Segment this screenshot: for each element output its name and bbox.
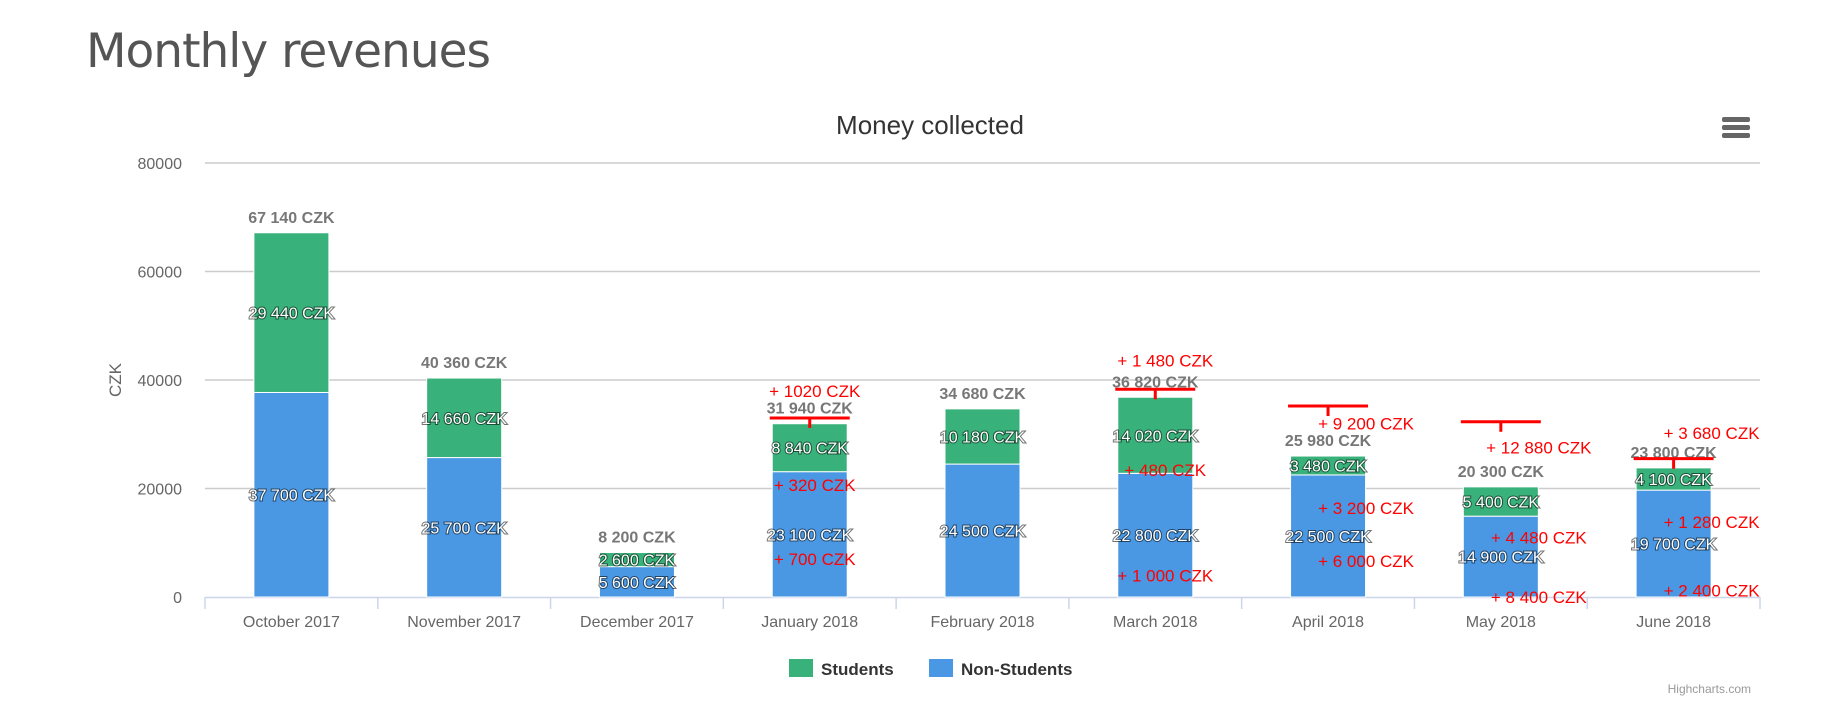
- legend: Students Non-Students: [789, 659, 1072, 679]
- data-label-non-students: 19 700 CZK: [1631, 537, 1717, 554]
- x-tick-label: April 2018: [1292, 614, 1364, 631]
- total-label: 34 680 CZK: [939, 386, 1026, 403]
- y-axis: 0 20000 40000 60000 80000: [138, 156, 183, 607]
- data-label-students: 10 180 CZK: [940, 429, 1026, 446]
- menu-line-icon: [1722, 125, 1750, 130]
- menu-line-icon: [1722, 117, 1750, 122]
- data-label-students: 14 660 CZK: [421, 411, 507, 428]
- annotation-label: + 1 000 CZK: [1117, 566, 1214, 585]
- bar-students[interactable]: [771, 423, 848, 473]
- legend-swatch: [929, 659, 953, 677]
- data-label-non-students: 23 100 CZK: [767, 527, 853, 544]
- annotation-label: + 3 680 CZK: [1664, 424, 1761, 443]
- total-label: 8 200 CZK: [598, 530, 676, 547]
- x-tick-label: January 2018: [761, 614, 858, 631]
- annotation-label: + 700 CZK: [774, 550, 856, 569]
- total-label: 67 140 CZK: [248, 210, 335, 227]
- data-label-students: 4 100 CZK: [1635, 472, 1712, 489]
- total-label: 31 940 CZK: [767, 401, 854, 418]
- bar-non-students[interactable]: [598, 566, 675, 598]
- total-label: 40 360 CZK: [421, 355, 508, 372]
- bar-students[interactable]: [944, 408, 1021, 465]
- y-tick-label: 80000: [138, 156, 183, 173]
- credits-link[interactable]: Highcharts.com: [1667, 682, 1751, 696]
- annotation-label: + 3 200 CZK: [1318, 499, 1415, 518]
- data-label-students: 3 480 CZK: [1290, 458, 1367, 475]
- y-tick-label: 20000: [138, 482, 183, 499]
- bars: [253, 232, 1712, 598]
- x-tick-label: May 2018: [1466, 614, 1536, 631]
- data-label-students: 29 440 CZK: [249, 306, 335, 323]
- y-axis-title: CZK: [106, 362, 125, 397]
- menu-line-icon: [1722, 133, 1750, 138]
- target-markers: [769, 387, 1714, 469]
- annotation-label: + 6 000 CZK: [1318, 552, 1415, 571]
- annotation-label: + 9 200 CZK: [1318, 414, 1415, 433]
- total-label: 36 820 CZK: [1112, 374, 1199, 391]
- x-tick-label: March 2018: [1113, 614, 1198, 631]
- chart-menu-button[interactable]: [1722, 117, 1750, 143]
- bar-students[interactable]: [1290, 455, 1367, 476]
- data-labels: 37 700 CZK 29 440 CZK 67 140 CZK 25 700 CZK…: [248, 210, 1718, 593]
- y-tick-label: 40000: [138, 373, 183, 390]
- page-title: Monthly revenues: [86, 24, 491, 79]
- bar-students[interactable]: [598, 552, 675, 568]
- annotation-label: + 1 280 CZK: [1664, 513, 1761, 532]
- annotation-label: + 320 CZK: [774, 476, 856, 495]
- data-label-non-students: 22 800 CZK: [1113, 528, 1199, 545]
- annotation-label: + 12 880 CZK: [1486, 438, 1592, 457]
- bar-students[interactable]: [253, 232, 330, 393]
- x-tick-label: June 2018: [1636, 614, 1711, 631]
- annotation-label: + 4 480 CZK: [1491, 528, 1588, 547]
- x-axis: October 2017 November 2017 December 2017 Ja…: [204, 596, 1761, 631]
- legend-swatch: [789, 659, 813, 677]
- chart-title: Money collected: [836, 110, 1024, 140]
- data-label-non-students: 5 600 CZK: [599, 575, 676, 592]
- bar-non-students[interactable]: [253, 391, 330, 598]
- bar-non-students[interactable]: [1635, 489, 1712, 598]
- x-tick-label: February 2018: [930, 614, 1034, 631]
- annotation-label: + 2 400 CZK: [1664, 581, 1761, 600]
- x-tick-label: October 2017: [243, 614, 340, 631]
- data-label-students: 5 400 CZK: [1463, 495, 1540, 512]
- legend-item-label[interactable]: Students: [821, 660, 894, 679]
- data-label-students: 14 020 CZK: [1113, 428, 1199, 445]
- x-tick-label: November 2017: [407, 614, 521, 631]
- data-label-students: 8 840 CZK: [771, 441, 848, 458]
- y-tick-label: 60000: [138, 265, 183, 282]
- annotation-label: + 480 CZK: [1124, 461, 1206, 480]
- bar-students[interactable]: [426, 377, 503, 459]
- annotations: + 1020 CZK + 320 CZK + 700 CZK + 1 480 CZK +…: [769, 351, 1760, 607]
- x-tick-label: December 2017: [580, 614, 694, 631]
- bar-non-students[interactable]: [771, 471, 848, 598]
- legend-item-label[interactable]: Non-Students: [961, 660, 1072, 679]
- bar-non-students[interactable]: [426, 457, 503, 598]
- data-label-non-students: 14 900 CZK: [1458, 550, 1544, 567]
- data-label-students: 2 600 CZK: [599, 553, 676, 570]
- annotation-label: + 1 480 CZK: [1117, 351, 1214, 370]
- data-label-non-students: 24 500 CZK: [940, 524, 1026, 541]
- bar-non-students[interactable]: [1117, 472, 1194, 598]
- data-label-non-students: 22 500 CZK: [1285, 529, 1371, 546]
- annotation-label: + 8 400 CZK: [1491, 588, 1588, 607]
- total-label: 20 300 CZK: [1458, 464, 1545, 481]
- total-label: 25 980 CZK: [1285, 433, 1372, 450]
- annotation-label: + 1020 CZK: [769, 382, 861, 401]
- bar-students[interactable]: [1117, 396, 1194, 474]
- data-label-non-students: 37 700 CZK: [249, 488, 335, 505]
- y-tick-label: 0: [173, 590, 182, 607]
- data-label-non-students: 25 700 CZK: [421, 520, 507, 537]
- bar-students[interactable]: [1462, 486, 1539, 517]
